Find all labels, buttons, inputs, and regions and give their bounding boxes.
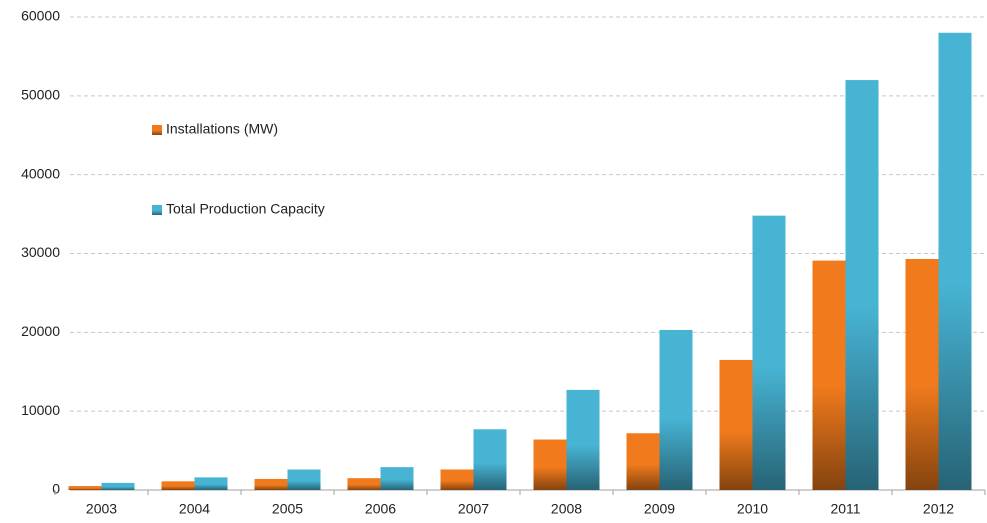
- bar: [626, 433, 660, 490]
- y-tick-label: 30000: [21, 244, 60, 260]
- y-tick-label: 10000: [21, 402, 60, 418]
- bar: [845, 80, 879, 491]
- x-tick-label: 2004: [179, 501, 210, 517]
- bar: [194, 477, 228, 490]
- bar: [347, 478, 381, 490]
- bar: [659, 329, 693, 490]
- bar: [473, 429, 507, 490]
- bar: [752, 215, 786, 490]
- bar: [161, 481, 195, 490]
- bar: [440, 469, 474, 490]
- legend-swatch: [152, 205, 162, 215]
- bar: [380, 467, 414, 490]
- bar: [905, 259, 939, 490]
- bar: [287, 469, 321, 490]
- x-tick-label: 2006: [365, 501, 396, 517]
- bar: [812, 260, 846, 490]
- y-tick-label: 20000: [21, 323, 60, 339]
- x-tick-label: 2010: [737, 501, 768, 517]
- x-tick-label: 2012: [923, 501, 954, 517]
- legend-swatch: [152, 125, 162, 135]
- x-tick-label: 2003: [86, 501, 117, 517]
- x-tick-label: 2009: [644, 501, 675, 517]
- y-tick-label: 40000: [21, 165, 60, 181]
- bar: [254, 478, 288, 490]
- bar: [719, 359, 753, 490]
- bar: [101, 482, 135, 490]
- x-tick-label: 2007: [458, 501, 489, 517]
- legend-label: Installations (MW): [166, 121, 278, 137]
- y-tick-label: 50000: [21, 87, 60, 103]
- x-tick-label: 2005: [272, 501, 303, 517]
- bar: [566, 389, 600, 490]
- bar: [533, 439, 567, 490]
- y-tick-label: 60000: [21, 8, 60, 24]
- x-tick-label: 2008: [551, 501, 582, 517]
- legend-label: Total Production Capacity: [166, 201, 325, 217]
- x-tick-label: 2011: [830, 501, 860, 517]
- bar: [938, 32, 972, 491]
- y-tick-label: 0: [52, 481, 60, 497]
- bar: [68, 486, 102, 490]
